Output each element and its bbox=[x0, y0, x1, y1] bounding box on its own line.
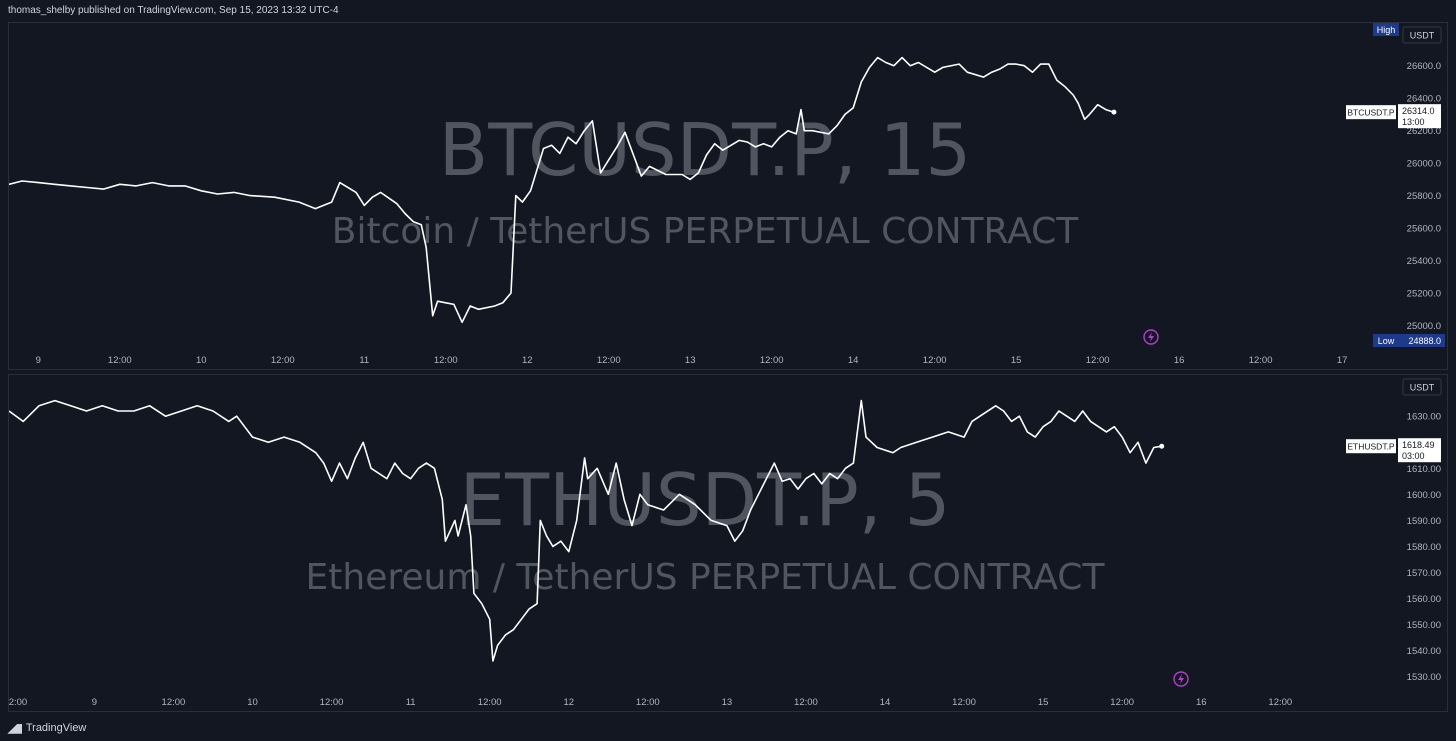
low-label: Low bbox=[1378, 336, 1395, 346]
price-line bbox=[9, 56, 1115, 324]
x-tick-label: 13 bbox=[722, 697, 733, 708]
y-tick-label: 1570.00 bbox=[1407, 568, 1441, 579]
y-tick-label: 25000.0 bbox=[1407, 321, 1441, 332]
lightning-icon[interactable] bbox=[1173, 671, 1189, 687]
x-tick-label: 14 bbox=[848, 355, 859, 366]
y-tick-label: 1630.00 bbox=[1407, 412, 1441, 423]
x-tick-label: 10 bbox=[196, 355, 207, 366]
y-tick-label: 1550.00 bbox=[1407, 620, 1441, 631]
x-tick-label: 14 bbox=[880, 697, 891, 708]
last-price-badge bbox=[1398, 438, 1441, 463]
y-tick-label: 26400.0 bbox=[1407, 94, 1441, 105]
last-price-dot bbox=[1111, 109, 1117, 115]
x-tick-label: 16 bbox=[1196, 697, 1207, 708]
footer: ◢▮ TradingView bbox=[0, 716, 1456, 741]
x-tick-label: 12 bbox=[563, 697, 574, 708]
x-tick-label: 12:00 bbox=[636, 697, 660, 708]
x-tick-label: 11 bbox=[359, 355, 369, 366]
lightning-icon[interactable] bbox=[1143, 329, 1159, 345]
symbol-tag bbox=[1346, 105, 1396, 120]
x-tick-label: 9 bbox=[36, 355, 41, 366]
tradingview-logo-text: TradingView bbox=[25, 722, 87, 734]
x-tick-label: 12:00 bbox=[478, 697, 502, 708]
bar-countdown: 03:00 bbox=[1402, 451, 1425, 461]
watermark-description: Ethereum / TetherUS PERPETUAL CONTRACT bbox=[306, 557, 1106, 598]
symbol-tag bbox=[1346, 439, 1396, 454]
tradingview-logo[interactable]: ◢▮ TradingView bbox=[8, 721, 86, 735]
y-tick-label: 25400.0 bbox=[1407, 256, 1441, 267]
x-tick-label: 12:00 bbox=[320, 697, 344, 708]
y-tick-label: 26000.0 bbox=[1407, 159, 1441, 170]
x-tick-label: 12:00 bbox=[794, 697, 818, 708]
y-tick-label: 25600.0 bbox=[1407, 224, 1441, 235]
eth-chart-svg[interactable]: ETHUSDT.P, 5 Ethereum / TetherUS PERPETUA… bbox=[9, 375, 1448, 712]
y-tick-label: 1600.00 bbox=[1407, 490, 1441, 501]
x-tick-label: 9 bbox=[92, 697, 97, 708]
y-tick-label: 1610.00 bbox=[1407, 464, 1441, 475]
currency-button[interactable] bbox=[1402, 378, 1442, 396]
x-tick-label: 12:00 bbox=[597, 355, 621, 366]
y-tick-label: 1580.00 bbox=[1407, 542, 1441, 553]
publish-info: thomas_shelby published on TradingView.c… bbox=[8, 5, 339, 16]
eth-chart-pane[interactable]: ETHUSDT.P, 5 Ethereum / TetherUS PERPETUA… bbox=[8, 374, 1448, 712]
x-tick-label: 15 bbox=[1038, 697, 1049, 708]
currency-label: USDT bbox=[1410, 31, 1435, 41]
x-tick-label: 17 bbox=[1337, 355, 1348, 366]
publish-header: thomas_shelby published on TradingView.c… bbox=[0, 0, 1456, 22]
x-tick-label: 15 bbox=[1011, 355, 1022, 366]
x-tick-label: 12 bbox=[522, 355, 533, 366]
x-tick-label: 12:00 bbox=[108, 355, 132, 366]
x-tick-label: 12:00 bbox=[1086, 355, 1110, 366]
high-badge bbox=[1373, 23, 1399, 36]
symbol-tag-label: ETHUSDT.P bbox=[1347, 442, 1395, 452]
btc-chart-svg[interactable]: BTCUSDT.P, 15 Bitcoin / TetherUS PERPETUA… bbox=[9, 23, 1448, 370]
x-tick-label: 12:00 bbox=[1249, 355, 1273, 366]
price-line bbox=[9, 399, 1162, 662]
y-tick-label: 26600.0 bbox=[1407, 61, 1441, 72]
last-price-value: 1618.49 bbox=[1402, 440, 1435, 450]
x-tick-label: 12:00 bbox=[162, 697, 186, 708]
y-tick-label: 25200.0 bbox=[1407, 289, 1441, 300]
x-tick-label: 12:00 bbox=[271, 355, 295, 366]
last-price-value: 26314.0 bbox=[1402, 106, 1435, 116]
x-tick-label: 16 bbox=[1174, 355, 1185, 366]
y-tick-label: 26200.0 bbox=[1407, 126, 1441, 137]
y-tick-label: 25800.0 bbox=[1407, 191, 1441, 202]
bar-countdown: 13:00 bbox=[1402, 117, 1425, 127]
x-tick-label: 12:00 bbox=[760, 355, 784, 366]
low-value-badge bbox=[1399, 334, 1445, 347]
x-tick-label: 12:00 bbox=[1268, 697, 1292, 708]
watermark-symbol: BTCUSDT.P, 15 bbox=[439, 108, 971, 192]
x-tick-label: 13 bbox=[685, 355, 696, 366]
currency-button[interactable] bbox=[1402, 26, 1442, 44]
x-tick-label: 12:00 bbox=[952, 697, 976, 708]
symbol-tag-label: BTCUSDT.P bbox=[1347, 108, 1395, 118]
y-tick-label: 1540.00 bbox=[1407, 646, 1441, 657]
tradingview-icon: ◢▮ bbox=[8, 721, 23, 735]
last-price-dot bbox=[1159, 443, 1165, 449]
currency-label: USDT bbox=[1410, 383, 1435, 393]
x-tick-label: 12:00 bbox=[434, 355, 458, 366]
low-badge bbox=[1373, 334, 1399, 347]
watermark-description: Bitcoin / TetherUS PERPETUAL CONTRACT bbox=[332, 211, 1079, 252]
high-label: High bbox=[1377, 25, 1396, 35]
x-tick-label: 12:00 bbox=[923, 355, 947, 366]
x-tick-label: 12:00 bbox=[9, 697, 27, 708]
y-tick-label: 1530.00 bbox=[1407, 672, 1441, 683]
x-tick-label: 11 bbox=[406, 697, 416, 708]
y-tick-label: 1590.00 bbox=[1407, 516, 1441, 527]
x-tick-label: 10 bbox=[247, 697, 258, 708]
x-tick-label: 12:00 bbox=[1110, 697, 1134, 708]
last-price-badge bbox=[1398, 104, 1441, 129]
y-tick-label: 1560.00 bbox=[1407, 594, 1441, 605]
btc-chart-pane[interactable]: BTCUSDT.P, 15 Bitcoin / TetherUS PERPETUA… bbox=[8, 22, 1448, 370]
low-value: 24888.0 bbox=[1408, 336, 1441, 346]
watermark-symbol: ETHUSDT.P, 5 bbox=[460, 458, 951, 542]
